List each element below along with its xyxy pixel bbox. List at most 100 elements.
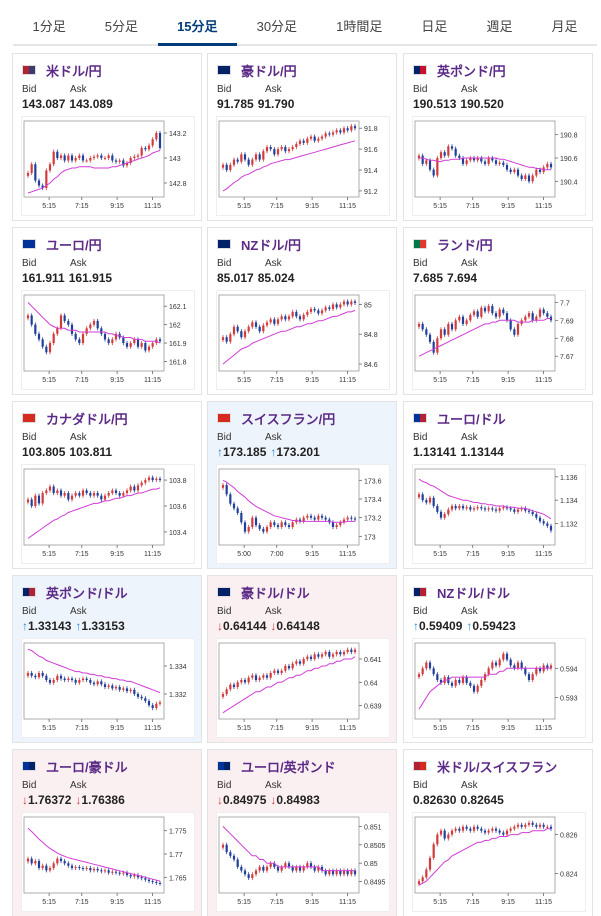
up-arrow-icon: ↑ bbox=[217, 445, 223, 459]
pair-name[interactable]: 米ドル/円 bbox=[46, 63, 102, 79]
rate-card[interactable]: ランド/円 Bid Ask 7.685 7.694 7.7 7.69 7.68 7.67 5:15… bbox=[403, 227, 593, 395]
candlestick-chart[interactable]: 0.641 0.64 0.639 5:15 7:15 9:15 11:15 bbox=[216, 638, 390, 738]
rate-card[interactable]: 米ドル/円 Bid Ask 143.087 143.089 143.2 143 142.8 5:… bbox=[12, 53, 202, 221]
card-title[interactable]: カナダドル/円 bbox=[22, 410, 128, 427]
candle-body bbox=[465, 677, 468, 683]
rate-card[interactable]: ユーロ/ドル Bid Ask 1.13141 1.13144 1.136 1.134 1.13… bbox=[403, 401, 593, 569]
pair-name[interactable]: 豪ドル/円 bbox=[241, 63, 297, 79]
pair-name[interactable]: ユーロ/豪ドル bbox=[46, 759, 128, 775]
rate-card[interactable]: ユーロ/豪ドル Bid Ask ↓1.76372 ↓1.76386 1.775 1.77 1.… bbox=[12, 749, 202, 916]
tab-7[interactable]: 月足 bbox=[551, 19, 578, 34]
card-title[interactable]: ユーロ/豪ドル bbox=[22, 758, 128, 775]
pair-name[interactable]: ランド/円 bbox=[437, 237, 493, 253]
candlestick-chart[interactable]: 0.594 0.593 5:15 7:15 9:15 11:15 bbox=[412, 638, 586, 738]
candle-body bbox=[34, 861, 37, 864]
pair-name[interactable]: スイスフラン/円 bbox=[241, 411, 336, 427]
candle-body bbox=[425, 500, 428, 503]
candlestick-chart[interactable]: 173.6 173.4 173.2 173 5:00 7:00 9:15 11:15 bbox=[216, 464, 390, 564]
candlestick-chart[interactable]: 1.334 1.332 5:15 7:15 9:15 11:15 bbox=[21, 638, 195, 738]
candlestick-chart[interactable]: 190.8 190.6 190.4 5:15 7:15 9:15 11:15 bbox=[412, 116, 586, 216]
card-title[interactable]: NZドル/ドル bbox=[413, 584, 510, 601]
pair-name[interactable]: 豪ドル/ドル bbox=[241, 585, 310, 601]
candle-body bbox=[144, 148, 147, 150]
tab-2[interactable]: 15分足 bbox=[157, 10, 238, 46]
pair-name[interactable]: ユーロ/ドル bbox=[437, 411, 506, 427]
candlestick-chart[interactable]: 91.8 91.6 91.4 91.2 5:15 7:15 9:15 11:15 bbox=[216, 116, 390, 216]
candle-body bbox=[59, 315, 63, 329]
candle-body bbox=[538, 169, 542, 172]
card-title[interactable]: 豪ドル/円 bbox=[217, 62, 297, 79]
candle-body bbox=[41, 673, 44, 676]
candle-body bbox=[284, 863, 287, 867]
rate-card[interactable]: 英ポンド/ドル Bid Ask ↑1.33143 ↑1.33153 1.334 1.332 5… bbox=[12, 575, 202, 743]
candle-body bbox=[421, 494, 424, 501]
candle-body bbox=[147, 346, 151, 351]
rate-card[interactable]: 英ポンド/円 Bid Ask 190.513 190.520 190.8 190.6 190.… bbox=[403, 53, 593, 221]
tab-6[interactable]: 週足 bbox=[486, 19, 513, 34]
ask-value: 173.201 bbox=[276, 445, 320, 459]
bid-ask-labels: Bid Ask bbox=[217, 84, 282, 95]
candlestick-chart[interactable]: 103.8 103.6 103.4 5:15 7:15 9:15 11:15 bbox=[21, 464, 195, 564]
pair-name[interactable]: ユーロ/英ポンド bbox=[241, 759, 336, 775]
rate-card[interactable]: 米ドル/スイスフラン Bid Ask 0.82630 0.82645 0.826 0.824… bbox=[403, 749, 593, 916]
pair-name[interactable]: 米ドル/スイスフラン bbox=[437, 759, 558, 775]
rate-card[interactable]: スイスフラン/円 Bid Ask ↑173.185 ↑173.201 173.6 173.4… bbox=[207, 401, 397, 569]
candlestick-chart[interactable]: 85 84.8 84.6 5:15 7:15 9:15 11:15 bbox=[216, 290, 390, 390]
candle-body bbox=[447, 834, 450, 839]
card-title[interactable]: 英ポンド/ドル bbox=[22, 584, 128, 601]
candlestick-chart[interactable]: 143.2 143 142.8 5:15 7:15 9:15 11:15 bbox=[21, 116, 195, 216]
candlestick-chart[interactable]: 1.136 1.134 1.132 5:15 7:15 9:15 11:15 bbox=[412, 464, 586, 564]
rate-card[interactable]: NZドル/ドル Bid Ask ↑0.59409 ↑0.59423 0.594 0.593 5… bbox=[403, 575, 593, 743]
card-title[interactable]: 英ポンド/円 bbox=[413, 62, 506, 79]
y-tick-label: 1.332 bbox=[169, 692, 187, 699]
card-title[interactable]: 米ドル/スイスフラン bbox=[413, 758, 558, 775]
rate-card[interactable]: NZドル/円 Bid Ask 85.017 85.024 85 84.8 84.6 5:15 7:… bbox=[207, 227, 397, 395]
tab-3[interactable]: 30分足 bbox=[256, 19, 298, 34]
candle-body bbox=[56, 490, 59, 494]
pair-name[interactable]: 英ポンド/ドル bbox=[46, 585, 128, 601]
pair-name[interactable]: カナダドル/円 bbox=[46, 411, 128, 427]
rate-card[interactable]: ユーロ/英ポンド Bid Ask ↓0.84975 ↓0.84983 0.851 0.850… bbox=[207, 749, 397, 916]
card-title[interactable]: ユーロ/英ポンド bbox=[217, 758, 336, 775]
candle-body bbox=[483, 161, 487, 164]
card-title[interactable]: 豪ドル/ドル bbox=[217, 584, 310, 601]
bid-ask-labels: Bid Ask bbox=[413, 606, 478, 617]
card-title[interactable]: スイスフラン/円 bbox=[217, 410, 336, 427]
candlestick-chart[interactable]: 0.851 0.8505 0.85 0.8495 5:15 7:15 9:15 11:15 bbox=[216, 812, 390, 912]
tab-1[interactable]: 5分足 bbox=[104, 19, 139, 34]
pair-name[interactable]: NZドル/ドル bbox=[437, 585, 510, 601]
candle-body bbox=[262, 325, 265, 332]
candle-body bbox=[63, 678, 66, 680]
card-title[interactable]: ユーロ/ドル bbox=[413, 410, 506, 427]
rate-card[interactable]: 豪ドル/ドル Bid Ask ↓0.64144 ↓0.64148 0.641 0.64 0.6… bbox=[207, 575, 397, 743]
chart-svg: 0.826 0.824 5:15 7:15 9:15 11:15 bbox=[414, 816, 578, 906]
bid-label: Bid bbox=[22, 606, 37, 617]
candlestick-chart[interactable]: 162.1 162 161.9 161.8 5:15 7:15 9:15 11:15 bbox=[21, 290, 195, 390]
candle-body bbox=[324, 870, 327, 875]
candlestick-chart[interactable]: 7.7 7.69 7.68 7.67 5:15 7:15 9:15 11:15 bbox=[412, 290, 586, 390]
candle-body bbox=[78, 867, 81, 869]
pair-name[interactable]: NZドル/円 bbox=[241, 237, 301, 253]
rate-card[interactable]: ユーロ/円 Bid Ask 161.911 161.915 162.1 162 161.9 16… bbox=[12, 227, 202, 395]
tab-5[interactable]: 日足 bbox=[421, 19, 448, 34]
plot-frame bbox=[23, 120, 165, 198]
candle-body bbox=[158, 133, 162, 148]
pair-name[interactable]: 英ポンド/円 bbox=[437, 63, 506, 79]
tab-4[interactable]: 1時間足 bbox=[336, 19, 383, 34]
chart-svg: 1.775 1.77 1.765 5:15 7:15 9:15 11:15 bbox=[23, 816, 187, 906]
rate-card[interactable]: 豪ドル/円 Bid Ask 91.785 91.790 91.8 91.6 91.4 91.2 5… bbox=[207, 53, 397, 221]
rate-card[interactable]: カナダドル/円 Bid Ask 103.805 103.811 103.8 103.6 103… bbox=[12, 401, 202, 569]
candle-body bbox=[450, 830, 454, 835]
card-title[interactable]: ユーロ/円 bbox=[22, 236, 102, 253]
card-title[interactable]: NZドル/円 bbox=[217, 236, 301, 253]
candlestick-chart[interactable]: 1.775 1.77 1.765 5:15 7:15 9:15 11:15 bbox=[21, 812, 195, 912]
candlestick-chart[interactable]: 0.826 0.824 5:15 7:15 9:15 11:15 bbox=[412, 812, 586, 912]
x-tick-label: 5:15 bbox=[237, 203, 251, 210]
chart-svg: 143.2 143 142.8 5:15 7:15 9:15 11:15 bbox=[23, 120, 187, 210]
card-title[interactable]: ランド/円 bbox=[413, 236, 493, 253]
card-title[interactable]: 米ドル/円 bbox=[22, 62, 102, 79]
candle-body bbox=[273, 522, 276, 526]
tab-0[interactable]: 1分足 bbox=[32, 19, 66, 34]
y-tick-label: 190.8 bbox=[560, 133, 578, 140]
pair-name[interactable]: ユーロ/円 bbox=[46, 237, 102, 253]
